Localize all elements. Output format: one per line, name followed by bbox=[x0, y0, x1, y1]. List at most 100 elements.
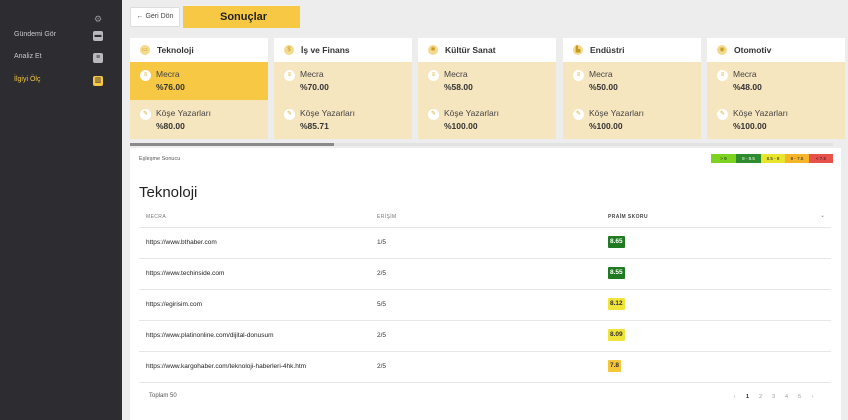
metric-value: %58.00 bbox=[444, 82, 473, 92]
page-2[interactable]: 2 bbox=[758, 394, 763, 400]
metric-value: %80.00 bbox=[156, 121, 185, 131]
metric-columnists[interactable]: ✎ Köşe Yazarları %100.00 bbox=[563, 101, 701, 139]
sidebar-item-label: İlgiyi Ölç bbox=[14, 76, 41, 83]
horizontal-scrollbar[interactable] bbox=[130, 143, 833, 146]
metric-columnists[interactable]: ✎ Köşe Yazarları %100.00 bbox=[707, 101, 845, 139]
chat-icon: ▬ bbox=[93, 31, 103, 41]
reach-value: 2/5 bbox=[377, 270, 387, 277]
sidebar-item-2[interactable]: Analiz Et ≡ bbox=[0, 51, 122, 67]
prev-page-icon[interactable]: ‹ bbox=[733, 394, 736, 400]
category-card[interactable]: ▙ Endüstri ≡ Mecra %50.00 ✎ Köşe Yazarları %100… bbox=[563, 38, 701, 139]
category-card[interactable]: ✱ Kültür Sanat ≡ Mecra %58.00 ✎ Köşe Yazarları… bbox=[418, 38, 556, 139]
car-icon: ◉ bbox=[717, 45, 727, 55]
sidebar-item-3[interactable]: İlgiyi Ölç ▥ bbox=[0, 74, 122, 90]
media-icon: ≡ bbox=[573, 70, 584, 81]
media-icon: ≡ bbox=[428, 70, 439, 81]
card-title: Endüstri bbox=[590, 45, 625, 55]
media-url[interactable]: https://www.platinonline.com/dijital-don… bbox=[146, 332, 274, 339]
page-3[interactable]: 3 bbox=[771, 394, 776, 400]
metric-value: %50.00 bbox=[589, 82, 618, 92]
table-header: MECRA ERİŞİM PRAİM SKORU ⌄ bbox=[139, 208, 831, 228]
metric-media[interactable]: ≡ Mecra %58.00 bbox=[418, 62, 556, 100]
metric-label: Köşe Yazarları bbox=[444, 108, 499, 118]
pen-icon: ✎ bbox=[573, 109, 584, 120]
metric-media[interactable]: ≡ Mecra %70.00 bbox=[274, 62, 412, 100]
media-icon: ≡ bbox=[140, 70, 151, 81]
monitor-icon: ▭ bbox=[140, 45, 150, 55]
section-title: Teknoloji bbox=[139, 184, 198, 201]
legend-item: < 7.5 bbox=[809, 154, 833, 163]
metric-label: Mecra bbox=[156, 69, 180, 79]
card-header: $ İş ve Finans bbox=[274, 38, 412, 62]
reach-value: 1/5 bbox=[377, 239, 387, 246]
metric-media[interactable]: ≡ Mecra %48.00 bbox=[707, 62, 845, 100]
next-page-icon[interactable]: › bbox=[811, 394, 814, 400]
page-title: Sonuçlar bbox=[183, 6, 300, 28]
sidebar-item-label: Analiz Et bbox=[14, 53, 42, 60]
table-row[interactable]: https://www.platinonline.com/dijital-don… bbox=[139, 321, 831, 352]
card-header: ✱ Kültür Sanat bbox=[418, 38, 556, 62]
legend-item: 8.5 - 8 bbox=[761, 154, 785, 163]
media-url[interactable]: https://www.techinside.com bbox=[146, 270, 225, 277]
reach-value: 2/5 bbox=[377, 332, 387, 339]
legend-item: > 9 bbox=[711, 154, 736, 163]
metric-value: %70.00 bbox=[300, 82, 329, 92]
media-icon: ≡ bbox=[717, 70, 728, 81]
pagination: ‹ 1 2 3 4 5 › bbox=[728, 394, 819, 402]
metric-media[interactable]: ≡ Mecra %76.00 bbox=[130, 62, 268, 100]
card-title: Kültür Sanat bbox=[445, 45, 496, 55]
metric-label: Köşe Yazarları bbox=[733, 108, 788, 118]
card-title: Teknoloji bbox=[157, 45, 194, 55]
media-url[interactable]: https://egirisim.com bbox=[146, 301, 202, 308]
metric-value: %100.00 bbox=[444, 121, 478, 131]
metric-label: Köşe Yazarları bbox=[300, 108, 355, 118]
score-badge: 7.8 bbox=[608, 360, 622, 372]
settings-icon[interactable]: ⚙ bbox=[93, 14, 103, 24]
media-url[interactable]: https://www.bthaber.com bbox=[146, 239, 217, 246]
metric-value: %85.71 bbox=[300, 121, 329, 131]
metric-value: %76.00 bbox=[156, 82, 185, 92]
category-card[interactable]: ▭ Teknoloji ≡ Mecra %76.00 ✎ Köşe Yazarları %80… bbox=[130, 38, 268, 139]
metric-value: %48.00 bbox=[733, 82, 762, 92]
table-row[interactable]: https://egirisim.com 5/5 8.12 bbox=[139, 290, 831, 321]
column-header-reach: ERİŞİM bbox=[377, 214, 397, 220]
scrollbar-thumb[interactable] bbox=[130, 143, 334, 146]
metric-value: %100.00 bbox=[589, 121, 623, 131]
match-result-label: Eşleşme Sonucu bbox=[139, 156, 181, 162]
metric-columnists[interactable]: ✎ Köşe Yazarları %85.71 bbox=[274, 101, 412, 139]
clipboard-icon: ≡ bbox=[93, 53, 103, 63]
page-1[interactable]: 1 bbox=[745, 394, 750, 400]
metric-columnists[interactable]: ✎ Köşe Yazarları %100.00 bbox=[418, 101, 556, 139]
score-badge: 8.09 bbox=[608, 329, 625, 341]
media-url[interactable]: https://www.kargohaber.com/teknoloji-hab… bbox=[146, 363, 307, 370]
page-4[interactable]: 4 bbox=[784, 394, 789, 400]
metric-label: Mecra bbox=[733, 69, 757, 79]
score-badge: 8.65 bbox=[608, 236, 625, 248]
category-card[interactable]: $ İş ve Finans ≡ Mecra %70.00 ✎ Köşe Yazarları… bbox=[274, 38, 412, 139]
metric-columnists[interactable]: ✎ Köşe Yazarları %80.00 bbox=[130, 101, 268, 139]
table-row[interactable]: https://www.kargohaber.com/teknoloji-hab… bbox=[139, 352, 831, 383]
legend-item: 8 - 7.5 bbox=[785, 154, 809, 163]
sidebar: ⚙ Gündemi Gör ▬ Analiz Et ≡ İlgiyi Ölç ▥ bbox=[0, 0, 122, 420]
card-header: ◉ Otomotiv bbox=[707, 38, 845, 62]
money-icon: $ bbox=[284, 45, 294, 55]
chevron-down-icon[interactable]: ⌄ bbox=[820, 213, 826, 219]
metric-label: Köşe Yazarları bbox=[589, 108, 644, 118]
table-row[interactable]: https://www.techinside.com 2/5 8.55 bbox=[139, 259, 831, 290]
metric-value: %100.00 bbox=[733, 121, 767, 131]
bar-chart-icon: ▥ bbox=[93, 76, 103, 86]
metric-label: Köşe Yazarları bbox=[156, 108, 211, 118]
column-header-score[interactable]: PRAİM SKORU bbox=[608, 214, 648, 220]
category-card[interactable]: ◉ Otomotiv ≡ Mecra %48.00 ✎ Köşe Yazarları %100… bbox=[707, 38, 845, 139]
back-button[interactable]: ← Geri Dön bbox=[130, 7, 180, 27]
score-badge: 8.12 bbox=[608, 298, 625, 310]
card-title: İş ve Finans bbox=[301, 45, 350, 55]
page-5[interactable]: 5 bbox=[797, 394, 802, 400]
pen-icon: ✎ bbox=[717, 109, 728, 120]
table-row[interactable]: https://www.bthaber.com 1/5 8.65 bbox=[139, 228, 831, 259]
sidebar-item-1[interactable]: Gündemi Gör ▬ bbox=[0, 29, 122, 45]
pen-icon: ✎ bbox=[428, 109, 439, 120]
pen-icon: ✎ bbox=[140, 109, 151, 120]
metric-media[interactable]: ≡ Mecra %50.00 bbox=[563, 62, 701, 100]
